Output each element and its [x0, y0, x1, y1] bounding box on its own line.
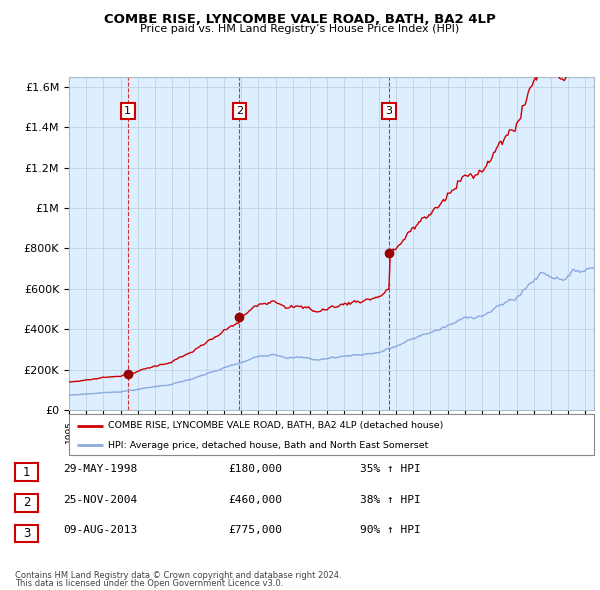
Text: 2: 2 — [23, 496, 30, 509]
Text: HPI: Average price, detached house, Bath and North East Somerset: HPI: Average price, detached house, Bath… — [109, 441, 429, 450]
Text: £775,000: £775,000 — [228, 526, 282, 535]
Text: 29-MAY-1998: 29-MAY-1998 — [63, 464, 137, 474]
Text: This data is licensed under the Open Government Licence v3.0.: This data is licensed under the Open Gov… — [15, 579, 283, 588]
Text: 1: 1 — [124, 106, 131, 116]
Text: COMBE RISE, LYNCOMBE VALE ROAD, BATH, BA2 4LP: COMBE RISE, LYNCOMBE VALE ROAD, BATH, BA… — [104, 13, 496, 26]
Text: 1: 1 — [23, 466, 30, 478]
Text: 3: 3 — [23, 527, 30, 540]
Text: 35% ↑ HPI: 35% ↑ HPI — [360, 464, 421, 474]
Text: 38% ↑ HPI: 38% ↑ HPI — [360, 495, 421, 504]
Text: 2: 2 — [236, 106, 243, 116]
Text: £460,000: £460,000 — [228, 495, 282, 504]
Text: 25-NOV-2004: 25-NOV-2004 — [63, 495, 137, 504]
Text: COMBE RISE, LYNCOMBE VALE ROAD, BATH, BA2 4LP (detached house): COMBE RISE, LYNCOMBE VALE ROAD, BATH, BA… — [109, 421, 444, 430]
Text: £180,000: £180,000 — [228, 464, 282, 474]
Text: 3: 3 — [386, 106, 392, 116]
Text: Price paid vs. HM Land Registry’s House Price Index (HPI): Price paid vs. HM Land Registry’s House … — [140, 24, 460, 34]
Text: 90% ↑ HPI: 90% ↑ HPI — [360, 526, 421, 535]
Text: 09-AUG-2013: 09-AUG-2013 — [63, 526, 137, 535]
Text: Contains HM Land Registry data © Crown copyright and database right 2024.: Contains HM Land Registry data © Crown c… — [15, 571, 341, 579]
